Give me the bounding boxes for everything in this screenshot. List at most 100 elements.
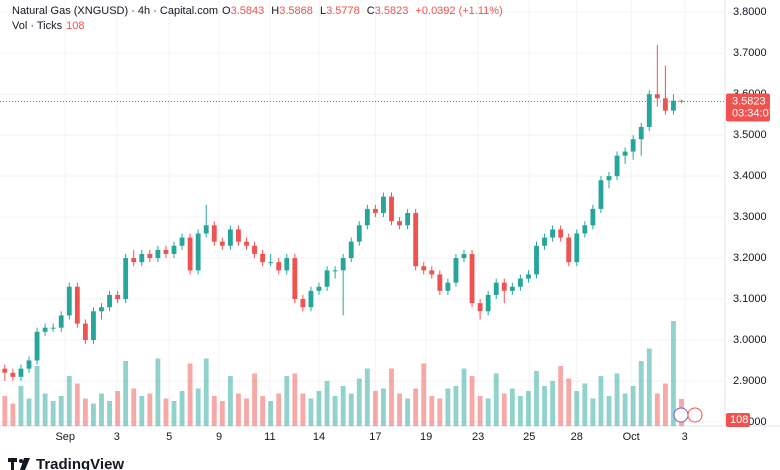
candle-body xyxy=(421,266,427,271)
high-label: H xyxy=(271,5,280,17)
high-value: 3.5868 xyxy=(279,5,313,17)
volume-bar xyxy=(606,396,612,426)
volume-bar xyxy=(42,393,48,426)
volume-bar xyxy=(405,398,411,426)
volume-bar xyxy=(501,393,507,426)
volume-bar xyxy=(372,391,378,426)
countdown: 03:34:07 xyxy=(732,107,775,119)
candle-body xyxy=(211,225,217,242)
volume-bar xyxy=(26,398,32,426)
volume-bar xyxy=(622,393,628,426)
volume-bar xyxy=(534,371,539,426)
flag-icon[interactable] xyxy=(687,407,703,423)
candle-body xyxy=(284,258,290,271)
tv-logo-icon xyxy=(8,458,30,470)
volume-bar xyxy=(598,376,604,426)
candle-body xyxy=(477,303,483,312)
candle-body xyxy=(671,100,676,111)
volume-bar xyxy=(558,366,564,426)
x-tick-label: 25 xyxy=(523,431,535,443)
price-badge xyxy=(726,93,770,122)
candle-body xyxy=(82,323,88,340)
candle-body xyxy=(566,237,572,263)
volume-bar xyxy=(638,361,644,426)
volume-bar xyxy=(203,358,209,426)
volume-bar xyxy=(155,358,161,426)
volume-bar xyxy=(654,393,660,426)
volume-bar xyxy=(364,368,370,426)
volume-bar xyxy=(50,401,56,426)
candle-body xyxy=(292,258,298,300)
x-tick-label: 5 xyxy=(166,431,172,443)
volume-bar xyxy=(91,403,96,426)
candle-body xyxy=(534,245,539,275)
candle-body xyxy=(179,237,185,246)
volume-label: Vol · Ticks xyxy=(12,20,63,32)
volume-bar xyxy=(244,398,249,426)
candle-body xyxy=(340,258,346,271)
axes: 2.80002.90003.00003.10003.20003.30003.40… xyxy=(55,6,774,443)
volume-bar xyxy=(252,373,257,426)
candle-body xyxy=(139,253,145,263)
volume-bar xyxy=(461,368,467,426)
candle-body xyxy=(308,290,314,308)
volume-bar xyxy=(66,376,72,426)
volume-bar xyxy=(219,401,225,426)
candle-body xyxy=(58,315,64,328)
candle-body xyxy=(445,282,451,291)
y-tick-label: 3.3000 xyxy=(733,211,767,223)
volume-bar xyxy=(236,393,241,426)
candle-body xyxy=(34,331,40,361)
volume-bar xyxy=(316,391,322,426)
volume-bar xyxy=(340,386,346,426)
volume-bar xyxy=(211,396,217,426)
candle-body xyxy=(381,196,386,213)
candle-body xyxy=(332,270,338,272)
candle-body xyxy=(638,126,644,140)
candle-body xyxy=(558,229,564,238)
volume-pane xyxy=(2,321,684,426)
volume-bar xyxy=(308,398,314,426)
y-tick-label: 3.8000 xyxy=(733,6,767,18)
candle-body xyxy=(99,307,104,312)
volume-bar xyxy=(477,396,483,426)
volume-bar xyxy=(276,393,282,426)
event-icon[interactable] xyxy=(673,407,689,423)
volume-bar xyxy=(163,398,169,426)
volume-bar xyxy=(630,386,636,426)
candle-body xyxy=(654,94,660,99)
volume-bar xyxy=(509,388,515,426)
volume-bar xyxy=(179,391,185,426)
candle-body xyxy=(147,253,153,259)
volume-bar xyxy=(292,373,298,426)
candle-body xyxy=(622,151,628,156)
volume-bar xyxy=(671,321,676,426)
y-tick-label: 3.5000 xyxy=(733,129,767,141)
volume-bar xyxy=(332,396,338,426)
candle-body xyxy=(203,225,209,234)
close-label: C xyxy=(366,5,375,17)
candle-body xyxy=(123,258,129,300)
volume-bar xyxy=(82,398,88,426)
volume-bar xyxy=(18,386,24,426)
logo-text[interactable]: TradingView xyxy=(36,456,125,470)
candle-body xyxy=(646,94,652,127)
candle-body xyxy=(107,294,112,308)
volume-badge xyxy=(726,413,750,427)
x-tick-label: 3 xyxy=(114,431,120,443)
volume-bar xyxy=(614,373,620,426)
volume-bar xyxy=(348,393,354,426)
candle-body xyxy=(2,368,8,373)
price-badge-value: 3.5823 xyxy=(732,95,766,107)
candle-body xyxy=(268,262,274,264)
open-label: O xyxy=(222,5,231,17)
volume-bar xyxy=(2,396,8,426)
candle-body xyxy=(461,253,467,259)
candle-body xyxy=(187,237,193,271)
change: +0.0392 (+1.11%) xyxy=(415,5,503,17)
candle-body xyxy=(590,208,596,226)
candle-body xyxy=(316,286,322,291)
candle-body xyxy=(131,258,137,263)
candle-body xyxy=(364,208,370,226)
